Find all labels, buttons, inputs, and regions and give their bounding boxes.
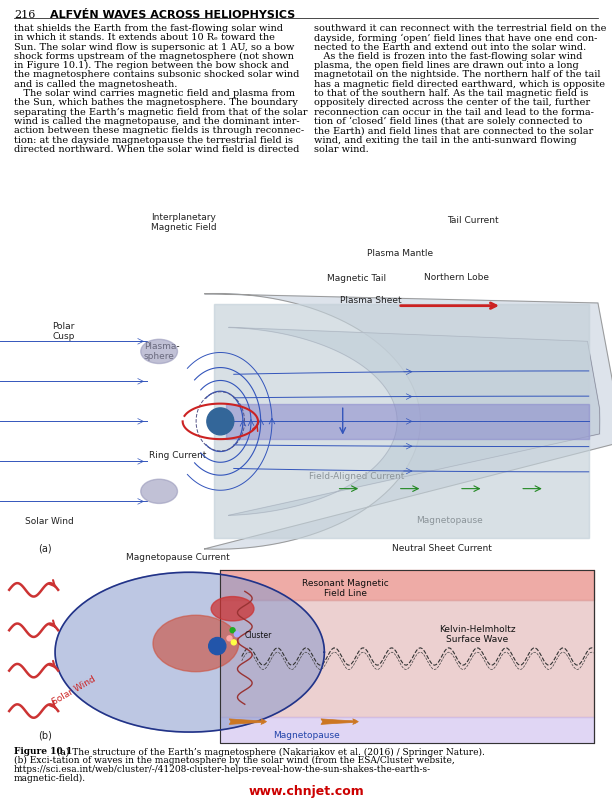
Circle shape — [230, 628, 235, 633]
Text: Neutral Sheet Current: Neutral Sheet Current — [392, 544, 491, 553]
Polygon shape — [55, 572, 324, 732]
Polygon shape — [220, 600, 594, 718]
Text: Interplanetary
Magnetic Field: Interplanetary Magnetic Field — [151, 213, 217, 232]
Circle shape — [234, 632, 239, 637]
Text: the Sun, which bathes the magnetosphere. The boundary: the Sun, which bathes the magnetosphere.… — [14, 99, 298, 107]
Text: wind, and exiting the tail in the anti-sunward flowing: wind, and exiting the tail in the anti-s… — [314, 136, 577, 145]
Text: Field-Aligned Current: Field-Aligned Current — [309, 472, 405, 482]
Circle shape — [231, 640, 236, 645]
Text: the magnetosphere contains subsonic shocked solar wind: the magnetosphere contains subsonic shoc… — [14, 70, 299, 79]
Text: to that of the southern half. As the tail magnetic field is: to that of the southern half. As the tai… — [314, 89, 588, 98]
Text: Solar Wind: Solar Wind — [50, 675, 97, 707]
Ellipse shape — [141, 339, 177, 364]
Text: Plasma Mantle: Plasma Mantle — [367, 249, 433, 259]
Text: The solar wind carries magnetic field and plasma from: The solar wind carries magnetic field an… — [14, 89, 295, 98]
Text: directed northward. When the solar wind field is directed: directed northward. When the solar wind … — [14, 145, 299, 154]
Text: Figure 10.1: Figure 10.1 — [14, 747, 72, 756]
Text: As the field is frozen into the fast-flowing solar wind: As the field is frozen into the fast-flo… — [314, 52, 583, 61]
Text: tion: at the dayside magnetopause the terrestrial field is: tion: at the dayside magnetopause the te… — [14, 136, 293, 145]
Text: Magnetopause Current: Magnetopause Current — [125, 553, 230, 562]
Text: tion of ‘closed’ field lines (that are solely connected to: tion of ‘closed’ field lines (that are s… — [314, 117, 583, 126]
Polygon shape — [204, 293, 612, 549]
Text: magnetic-field).: magnetic-field). — [14, 774, 86, 783]
Text: has a magnetic field directed earthward, which is opposite: has a magnetic field directed earthward,… — [314, 80, 605, 89]
Text: Tail Current: Tail Current — [447, 216, 498, 225]
Text: solar wind.: solar wind. — [314, 145, 368, 154]
Polygon shape — [220, 570, 594, 600]
Ellipse shape — [153, 615, 239, 671]
Text: and is called the magnetosheath.: and is called the magnetosheath. — [14, 80, 177, 89]
Text: Kelvin-Helmholtz
Surface Wave: Kelvin-Helmholtz Surface Wave — [439, 625, 516, 644]
Text: Plasma Sheet: Plasma Sheet — [340, 296, 401, 305]
Text: ALFVÉN WAVES ACROSS HELIOPHYSICS: ALFVÉN WAVES ACROSS HELIOPHYSICS — [50, 10, 296, 20]
Text: southward it can reconnect with the terrestrial field on the: southward it can reconnect with the terr… — [314, 24, 606, 33]
Ellipse shape — [211, 596, 254, 621]
Text: shock forms upstream of the magnetosphere (not shown: shock forms upstream of the magnetospher… — [14, 52, 294, 61]
Text: 216: 216 — [14, 10, 35, 20]
Text: https://sci.esa.int/web/cluster/-/41208-cluster-helps-reveal-how-the-sun-shakes-: https://sci.esa.int/web/cluster/-/41208-… — [14, 765, 431, 774]
Text: wind is called the magnetopause, and the dominant inter-: wind is called the magnetopause, and the… — [14, 117, 300, 126]
Text: in Figure 10.1). The region between the bow shock and: in Figure 10.1). The region between the … — [14, 61, 289, 70]
Text: reconnection can occur in the tail and lead to the forma-: reconnection can occur in the tail and l… — [314, 107, 594, 116]
Text: Sun. The solar wind flow is supersonic at 1 AU, so a bow: Sun. The solar wind flow is supersonic a… — [14, 43, 294, 52]
Polygon shape — [220, 718, 594, 743]
Text: separating the Earth’s magnetic field from that of the solar: separating the Earth’s magnetic field fr… — [14, 107, 308, 116]
Circle shape — [209, 638, 226, 654]
Text: the Earth) and field lines that are connected to the solar: the Earth) and field lines that are conn… — [314, 126, 593, 135]
Polygon shape — [214, 422, 589, 538]
Text: Magnetopause: Magnetopause — [416, 516, 483, 525]
Text: Cluster: Cluster — [245, 630, 272, 640]
Text: www.chnjet.com: www.chnjet.com — [248, 785, 364, 798]
Text: Magnetopause: Magnetopause — [272, 731, 340, 740]
Polygon shape — [226, 404, 589, 439]
Ellipse shape — [141, 479, 177, 503]
Text: nected to the Earth and extend out into the solar wind.: nected to the Earth and extend out into … — [314, 43, 586, 52]
Polygon shape — [214, 305, 589, 422]
Circle shape — [207, 408, 234, 435]
Circle shape — [227, 636, 232, 641]
Polygon shape — [228, 327, 600, 516]
Text: action between these magnetic fields is through reconnec-: action between these magnetic fields is … — [14, 126, 304, 135]
Text: (a) The structure of the Earth’s magnetosphere (Nakariakov et al. (2016) / Sprin: (a) The structure of the Earth’s magneto… — [54, 747, 485, 756]
Text: Northern Lobe: Northern Lobe — [424, 273, 489, 283]
Text: Plasma-
sphere: Plasma- sphere — [144, 342, 179, 361]
Text: Magnetic Tail: Magnetic Tail — [327, 274, 387, 284]
Text: oppositely directed across the center of the tail, further: oppositely directed across the center of… — [314, 99, 590, 107]
Text: (b) Exci-tation of waves in the magnetosphere by the solar wind (from the ESA/Cl: (b) Exci-tation of waves in the magnetos… — [14, 756, 455, 765]
Text: that shields the Earth from the fast-flowing solar wind: that shields the Earth from the fast-flo… — [14, 24, 283, 33]
Text: Ring Current: Ring Current — [149, 451, 206, 461]
Text: (b): (b) — [39, 730, 53, 740]
Text: magnetotail on the nightside. The northern half of the tail: magnetotail on the nightside. The northe… — [314, 70, 600, 79]
Text: Polar
Cusp: Polar Cusp — [52, 322, 75, 341]
Text: Solar Wind: Solar Wind — [24, 516, 73, 526]
Text: (a): (a) — [39, 544, 52, 554]
Text: Resonant Magnetic
Field Line: Resonant Magnetic Field Line — [302, 579, 389, 598]
Text: dayside, forming ‘open’ field lines that have one end con-: dayside, forming ‘open’ field lines that… — [314, 33, 597, 43]
Text: in which it stands. It extends about 10 Rₑ toward the: in which it stands. It extends about 10 … — [14, 33, 275, 42]
Text: plasma, the open field lines are drawn out into a long: plasma, the open field lines are drawn o… — [314, 61, 579, 70]
Polygon shape — [214, 305, 589, 538]
